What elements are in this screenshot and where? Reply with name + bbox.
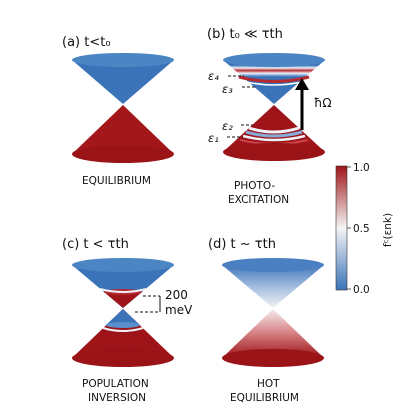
panel-c-title: (c) t < τth bbox=[62, 237, 129, 252]
label-epsilon-3: ε₃ bbox=[222, 82, 233, 96]
gap-bracket bbox=[135, 295, 161, 313]
panel-a-title: (a) t<t₀ bbox=[62, 35, 111, 50]
gap-label-value: 200 bbox=[165, 288, 188, 302]
panel-b-caption-2: EXCITATION bbox=[228, 194, 289, 206]
upper-cone-a bbox=[72, 53, 174, 104]
label-epsilon-1: ε₁ bbox=[208, 131, 219, 145]
panel-d-caption-2: EQUILIBRIUM bbox=[230, 392, 299, 404]
panel-c-caption-2: INVERSION bbox=[88, 392, 146, 404]
panel-d-caption-1: HOT bbox=[257, 378, 280, 390]
panel-b-title: (b) t₀ ≪ τth bbox=[207, 27, 283, 42]
lower-cone-d bbox=[222, 309, 324, 367]
gap-label-unit: meV bbox=[165, 303, 193, 317]
panel-d: (d) t ~ τth HOT EQUILIBRIUM bbox=[208, 237, 324, 404]
photon-energy-label: ħΩ bbox=[314, 96, 332, 110]
lower-cone-b bbox=[223, 105, 325, 161]
upper-cone-b bbox=[223, 53, 325, 104]
colorbar-tick-top: 1.0 bbox=[353, 162, 370, 174]
lower-cone-a bbox=[72, 105, 174, 163]
panel-b-caption-1: PHOTO- bbox=[234, 180, 275, 192]
panel-a-caption-1: EQUILIBRIUM bbox=[82, 175, 151, 187]
colorbar-tick-mid: 0.5 bbox=[353, 223, 370, 235]
panel-a: (a) t<t₀ EQUILIBRIUM bbox=[62, 35, 174, 187]
colorbar-label: fᶜ(εnk) bbox=[382, 213, 394, 247]
panel-b: (b) t₀ ≪ τth ε₄ ε₃ ε₂ ε₁ bbox=[207, 27, 332, 206]
panel-c: (c) t < τth 200 meV POPULATION INVERSION bbox=[62, 237, 193, 404]
colorbar-tick-bottom: 0.0 bbox=[353, 284, 370, 296]
label-epsilon-2: ε₂ bbox=[222, 119, 233, 133]
photon-arrow bbox=[295, 78, 309, 130]
colorbar: 1.0 0.5 0.0 fᶜ(εnk) bbox=[335, 162, 394, 296]
lower-cone-c bbox=[72, 309, 174, 367]
panel-d-title: (d) t ~ τth bbox=[208, 237, 276, 252]
upper-cone-c bbox=[72, 258, 174, 308]
upper-cone-d bbox=[222, 258, 324, 308]
colorbar-gradient bbox=[335, 165, 348, 291]
label-epsilon-4: ε₄ bbox=[208, 69, 219, 83]
panel-c-caption-1: POPULATION bbox=[82, 378, 149, 390]
